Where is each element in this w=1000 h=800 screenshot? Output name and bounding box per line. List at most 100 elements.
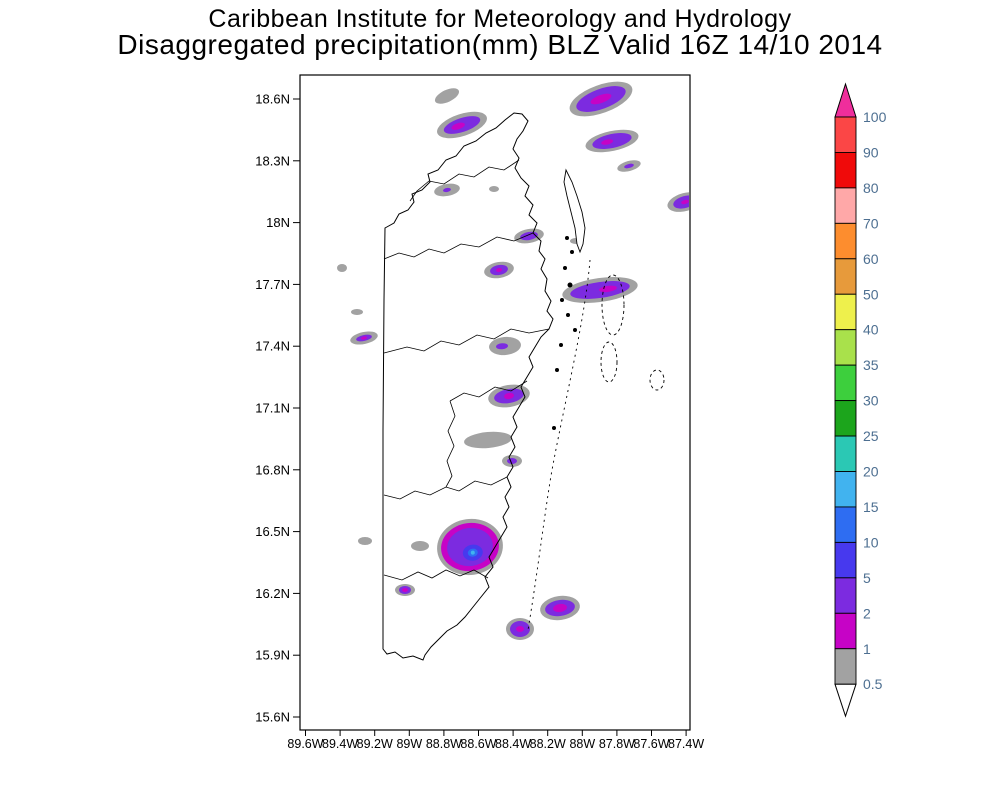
- belize-coastline-outline: [382, 112, 554, 661]
- x-tick-label: 88.6W: [460, 737, 496, 751]
- caye-dot: [563, 266, 567, 270]
- precip-cell-layer-magenta: [590, 93, 612, 105]
- colorbar-label: 80: [863, 180, 879, 196]
- precip-cell: [540, 595, 580, 621]
- caye-dot: [552, 426, 556, 430]
- colorbar-label: 35: [863, 357, 879, 373]
- precip-cell: [484, 261, 514, 279]
- colorbar-segment: [834, 435, 857, 472]
- precip-cell-layer-cyan: [470, 550, 475, 555]
- precip-cell: [437, 111, 487, 139]
- x-tick-label: 89W: [396, 737, 422, 751]
- barrier-reef-dashes: [527, 259, 591, 631]
- colorbar-label: 20: [863, 464, 879, 480]
- colorbar-segment: [834, 612, 857, 650]
- colorbar-label: 25: [863, 428, 879, 444]
- colorbar-label: 15: [863, 499, 879, 515]
- colorbar-segment: [834, 293, 857, 331]
- colorbar-label: 100: [863, 109, 887, 125]
- x-tick-label: 87.4W: [668, 737, 704, 751]
- colorbar-segment: [834, 648, 857, 685]
- precip-cell: [464, 431, 512, 449]
- precip-cell: [585, 129, 639, 153]
- x-tick-label: 87.8W: [599, 737, 635, 751]
- precip-cell-layer-magenta: [402, 588, 408, 592]
- colorbar-label: 60: [863, 251, 879, 267]
- colorbar-segment: [834, 471, 857, 508]
- precip-cell-layer-purple: [624, 163, 634, 169]
- precip-cell: [569, 81, 633, 117]
- colorbar-label: 10: [863, 534, 879, 550]
- precip-cell: [489, 186, 499, 192]
- precip-cell: [411, 541, 429, 551]
- x-tick-label: 88.4W: [495, 737, 531, 751]
- colorbar-arrow-top: [834, 82, 857, 118]
- y-tick-label: 15.6N: [255, 710, 290, 725]
- colorbar-segment: [834, 364, 857, 402]
- colorbar-segment: [834, 187, 857, 224]
- y-tick-label: 17.4N: [255, 339, 290, 354]
- precip-cell-layer-magenta: [516, 626, 524, 632]
- precip-cell-layer-purple: [443, 187, 451, 193]
- precip-cell: [434, 183, 460, 197]
- precip-cell: [395, 584, 415, 596]
- latitude-axis: 18.6N 18.3N 18N 17.7N 17.4N 17.1N 16.8N 16.5N 16…: [255, 92, 300, 725]
- precip-cell-layer-magenta: [598, 285, 617, 293]
- precip-cell: [350, 331, 378, 345]
- colorbar-segment: [834, 400, 857, 437]
- precip-cell-layer-magenta: [601, 139, 614, 145]
- offshore-atolls: [600, 274, 665, 391]
- precip-cell-layer-gray: [358, 537, 372, 545]
- cayes-group: [552, 236, 577, 430]
- x-tick-label: 89.6W: [287, 737, 323, 751]
- y-tick-label: 15.9N: [255, 648, 290, 663]
- caye-dot: [560, 298, 564, 302]
- precip-cell-layer-purple: [496, 343, 508, 350]
- colorbar-label: 0.5: [863, 676, 883, 692]
- ambergris-caye-outline: [563, 168, 586, 254]
- y-tick-label: 17.7N: [255, 277, 290, 292]
- precip-cell-layer-magenta: [553, 603, 567, 613]
- precip-cell: [667, 192, 689, 212]
- precip-cell-layer-magenta: [496, 267, 502, 273]
- colorbar-segment: [834, 116, 857, 153]
- chart-title-line2: Disaggregated precipitation(mm) BLZ Vali…: [117, 29, 883, 60]
- x-tick-label: 87.6W: [633, 737, 669, 751]
- precip-cell-layer-gray: [464, 431, 512, 449]
- caye-dot: [570, 250, 574, 254]
- caye-dot: [566, 313, 570, 317]
- colorbar-segment: [834, 329, 857, 366]
- caye-dot: [555, 368, 559, 372]
- y-tick-label: 16.8N: [255, 462, 290, 477]
- colorbar-segment: [834, 258, 857, 295]
- precipitation-colorbar: 100 90 80 70 60 50 40 35 30 25 20 15 10 5 2 1 0.5: [834, 82, 887, 718]
- precip-cell-layer-magenta: [451, 122, 465, 130]
- caye-dot: [567, 282, 573, 288]
- precip-cell: [617, 160, 641, 172]
- precip-cell-layer-gray: [411, 541, 429, 551]
- precipitation-cells: [337, 81, 689, 640]
- y-tick-label: 18.6N: [255, 92, 290, 107]
- precip-cell: [358, 537, 372, 545]
- y-tick-label: 18.3N: [255, 153, 290, 168]
- precip-cell-layer-gray: [351, 309, 363, 315]
- colorbar-label: 50: [863, 286, 879, 302]
- x-tick-label: 89.2W: [357, 737, 393, 751]
- precip-cell-layer-magenta: [504, 392, 514, 400]
- colorbar-label: 5: [863, 570, 871, 586]
- precip-cell-layer-gray: [489, 186, 499, 192]
- precip-cell-layer-gray: [434, 88, 460, 104]
- colorbar-segment: [834, 151, 857, 189]
- precip-cell-layer-purple: [507, 458, 517, 464]
- colorbar-label: 1: [863, 641, 871, 657]
- precip-cell: [489, 336, 521, 356]
- precip-cell: [562, 276, 638, 304]
- y-tick-label: 18N: [266, 215, 290, 230]
- precip-cell: [488, 384, 530, 408]
- x-tick-label: 88.2W: [530, 737, 566, 751]
- caye-dot: [559, 343, 563, 347]
- precip-cell: [437, 518, 503, 576]
- precip-cell: [337, 264, 347, 272]
